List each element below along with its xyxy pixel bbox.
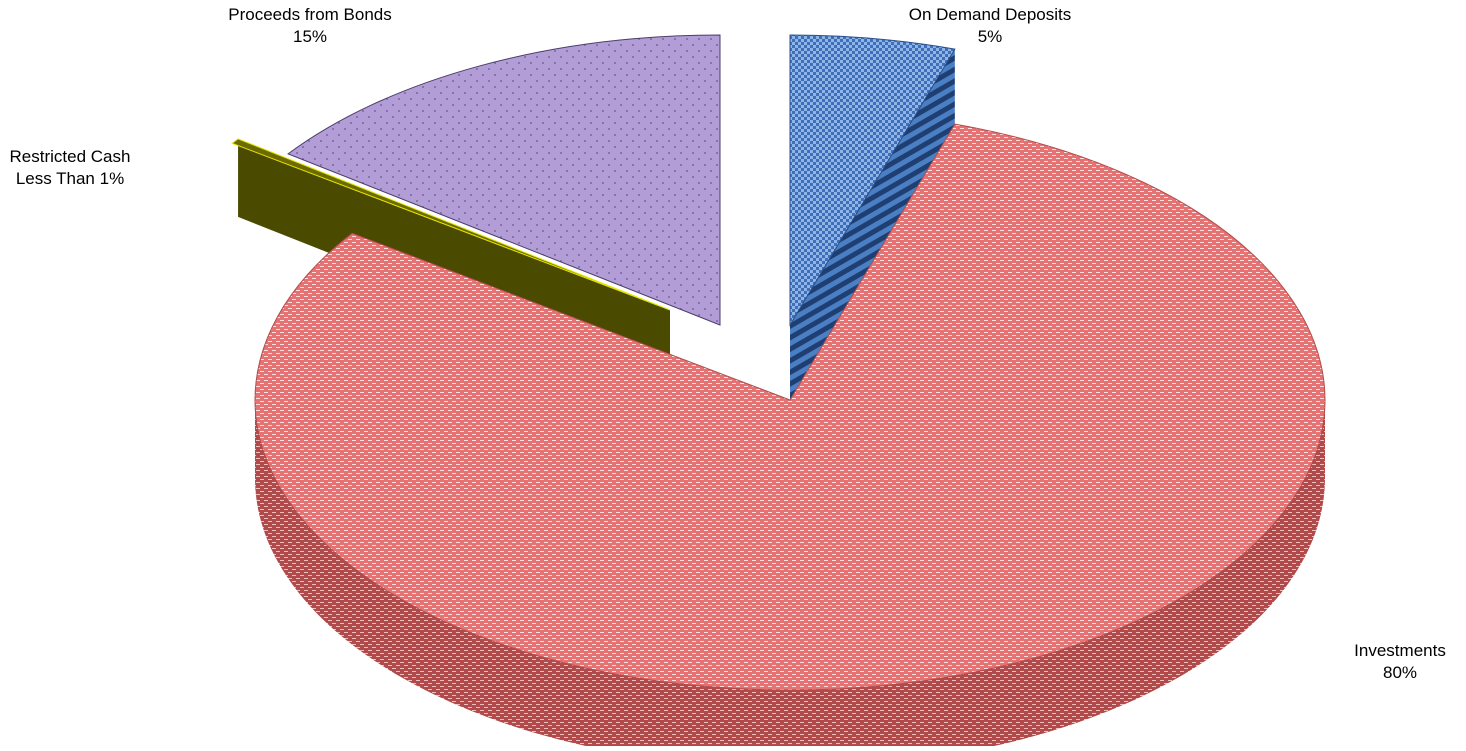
pie-wall-on-demand-deposits [790, 49, 955, 403]
pie-top-investments [254, 123, 1326, 691]
pie-slice-on-demand-deposits [789, 34, 956, 403]
label-restricted-cash: Restricted Cash Less Than 1% [0, 146, 140, 190]
label-proceeds-from-bonds-name: Proceeds from Bonds [228, 5, 392, 24]
label-proceeds-from-bonds-value: 15% [292, 27, 328, 46]
label-investments: Investments 80% [1340, 640, 1460, 684]
label-on-demand-deposits-name: On Demand Deposits [908, 5, 1072, 24]
pie-slice-proceeds-from-bonds [287, 34, 721, 326]
label-restricted-cash-value: Less Than 1% [15, 169, 125, 188]
pie-top-proceeds-from-bonds [287, 34, 721, 326]
pie-slice-investments [254, 123, 1326, 751]
label-on-demand-deposits: On Demand Deposits 5% [880, 4, 1100, 48]
pie-top-restricted-cash [231, 138, 671, 311]
label-investments-value: 80% [1382, 663, 1418, 682]
label-proceeds-from-bonds: Proceeds from Bonds 15% [200, 4, 420, 48]
label-on-demand-deposits-value: 5% [977, 27, 1003, 46]
pie-side-investments [255, 400, 1325, 751]
pie-top-on-demand-deposits [789, 34, 956, 327]
label-investments-name: Investments [1354, 641, 1446, 660]
label-restricted-cash-name: Restricted Cash [9, 147, 131, 166]
slices-layer [231, 34, 1326, 751]
